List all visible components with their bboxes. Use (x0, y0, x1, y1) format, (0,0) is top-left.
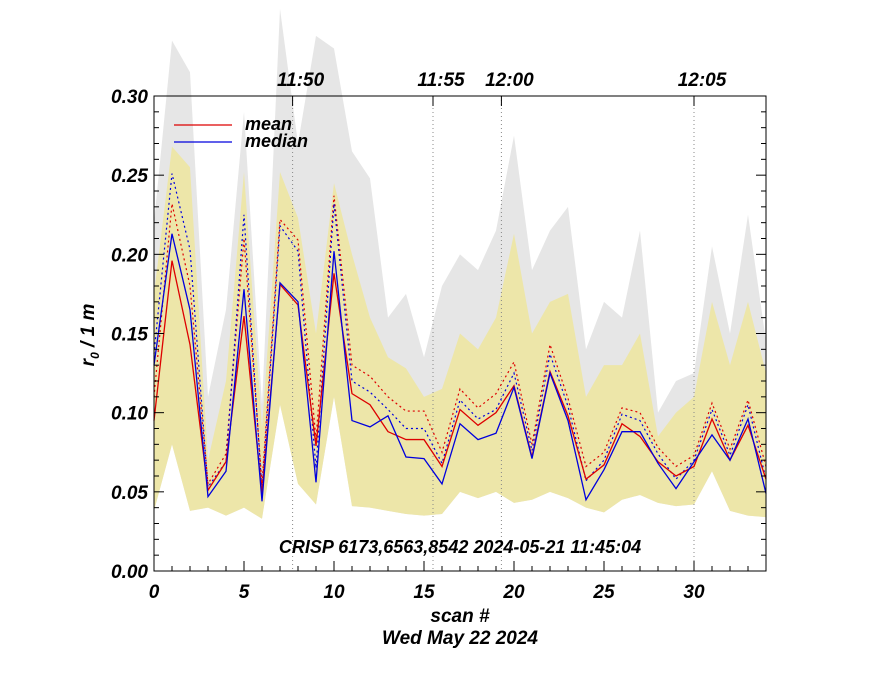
y-axis-title-rest: / 1 m (78, 304, 99, 353)
data-lines (153, 173, 767, 502)
x-tick-label: 5 (239, 582, 250, 603)
y-tick-label: 0.20 (111, 245, 148, 266)
top-time-label: 12:05 (678, 70, 727, 91)
x-axis-title: scan # (430, 606, 490, 627)
y-axis-title-main: r (78, 357, 99, 366)
y-tick-label: 0.10 (111, 404, 148, 425)
axes (153, 95, 767, 572)
x-tick-label: 25 (592, 582, 615, 603)
y-tick-label: 0.05 (111, 483, 148, 504)
x-tick-label: 20 (502, 582, 525, 603)
x-tick-label: 15 (413, 582, 435, 603)
x-tick-label: 30 (683, 582, 705, 603)
annotation-text: CRISP 6173,6563,8542 2024-05-21 11:45:04 (279, 537, 641, 557)
top-time-label: 12:00 (485, 70, 534, 91)
mean-dotted-line (153, 195, 767, 486)
legend-label-median: median (245, 131, 308, 151)
date-label: Wed May 22 2024 (382, 628, 538, 649)
top-time-label: 11:50 (277, 70, 325, 91)
y-tick-label: 0.25 (111, 166, 148, 187)
y-tick-label: 0.00 (111, 562, 148, 583)
median-dotted-line (153, 173, 767, 492)
median-line (153, 233, 767, 502)
tick-labels: 0.00 0.05 0.10 0.15 0.20 0.25 0.30 0 5 10 15 20 25 30… (111, 70, 727, 603)
y-tick-label: 0.30 (111, 87, 148, 108)
x-tick-label: 10 (323, 582, 345, 603)
yellow-band (154, 146, 766, 519)
y-axis-title: r0 / 1 m (78, 304, 102, 367)
top-time-label: 11:55 (417, 70, 465, 91)
y-tick-label: 0.15 (111, 325, 148, 346)
y-axis-title-sub: 0 (88, 352, 102, 359)
legend-label-mean: mean (245, 114, 292, 134)
x-tick-label: 0 (149, 582, 160, 603)
